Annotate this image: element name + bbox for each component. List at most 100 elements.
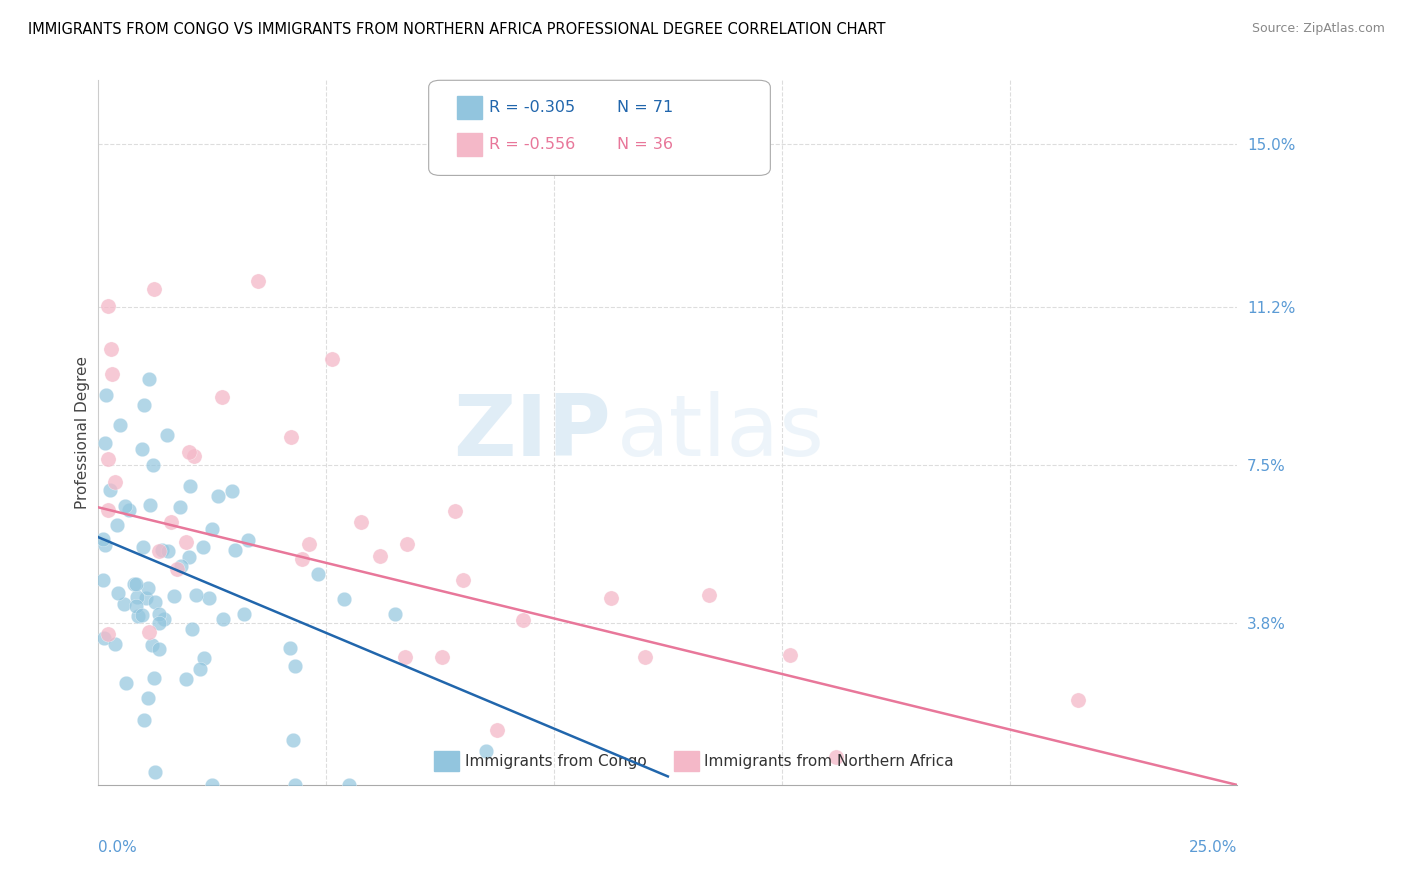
Point <box>444 504 467 518</box>
Point <box>321 351 343 366</box>
Point <box>112 597 135 611</box>
Text: N = 36: N = 36 <box>617 136 672 152</box>
Point <box>103 475 125 489</box>
Point <box>142 671 165 685</box>
Point <box>148 615 170 630</box>
Point <box>697 588 720 602</box>
Point <box>157 543 180 558</box>
Text: atlas: atlas <box>617 391 824 475</box>
Point <box>104 636 127 650</box>
Point <box>179 479 201 493</box>
Point <box>174 672 197 686</box>
Point <box>96 299 118 313</box>
Point <box>152 612 174 626</box>
Point <box>131 607 153 622</box>
Point <box>207 489 229 503</box>
Point <box>145 595 167 609</box>
Point <box>451 573 474 587</box>
Point <box>114 500 136 514</box>
Point <box>107 586 129 600</box>
Point <box>233 607 256 621</box>
Point <box>138 372 160 386</box>
Point <box>93 435 115 450</box>
Point <box>430 649 453 664</box>
Point <box>96 502 118 516</box>
Point <box>184 588 207 602</box>
Point <box>108 417 131 432</box>
Point <box>150 543 173 558</box>
Point <box>163 589 186 603</box>
Point <box>138 625 160 640</box>
Point <box>211 390 233 404</box>
Point <box>135 591 157 605</box>
Point <box>188 662 211 676</box>
Point <box>115 676 138 690</box>
Point <box>125 590 148 604</box>
Bar <box>434 751 460 771</box>
Bar <box>457 133 482 156</box>
Point <box>141 639 163 653</box>
Point <box>122 577 145 591</box>
Point <box>96 452 118 467</box>
Text: Source: ZipAtlas.com: Source: ZipAtlas.com <box>1251 22 1385 36</box>
Point <box>284 659 307 673</box>
Point <box>177 549 200 564</box>
Point <box>180 623 202 637</box>
Point <box>139 498 162 512</box>
FancyBboxPatch shape <box>429 80 770 176</box>
Point <box>132 540 155 554</box>
Point <box>98 483 121 497</box>
Point <box>211 612 233 626</box>
Text: Immigrants from Northern Africa: Immigrants from Northern Africa <box>704 754 953 769</box>
Point <box>193 651 215 665</box>
Bar <box>457 96 482 119</box>
Point <box>174 535 197 549</box>
Point <box>179 445 201 459</box>
Point <box>224 543 246 558</box>
Point <box>221 483 243 498</box>
Point <box>246 274 269 288</box>
Point <box>350 515 373 529</box>
Point <box>281 733 304 747</box>
Point <box>512 613 534 627</box>
Point <box>634 649 657 664</box>
Point <box>280 430 302 444</box>
Point <box>298 537 321 551</box>
Text: 25.0%: 25.0% <box>1189 840 1237 855</box>
Text: N = 71: N = 71 <box>617 100 673 115</box>
Point <box>201 778 224 792</box>
Point <box>131 442 153 456</box>
Point <box>148 642 170 657</box>
Point <box>148 544 170 558</box>
Point <box>105 518 128 533</box>
Point <box>824 749 846 764</box>
Point <box>132 713 155 727</box>
Point <box>198 591 221 605</box>
Point <box>96 387 118 401</box>
Point <box>143 764 166 779</box>
Point <box>307 566 329 581</box>
Point <box>132 398 155 412</box>
Point <box>599 591 621 605</box>
Point <box>191 540 214 554</box>
Point <box>93 631 115 645</box>
Y-axis label: Professional Degree: Professional Degree <box>75 356 90 509</box>
Point <box>91 573 114 587</box>
Point <box>143 283 166 297</box>
Point <box>368 549 391 564</box>
Point <box>201 522 224 536</box>
Point <box>278 641 301 656</box>
Point <box>94 538 117 552</box>
Point <box>125 576 148 591</box>
Point <box>127 608 149 623</box>
Point <box>291 552 314 566</box>
Point <box>384 607 406 621</box>
Point <box>136 690 159 705</box>
Point <box>1067 692 1090 706</box>
Point <box>236 533 259 548</box>
Point <box>337 778 360 792</box>
Text: IMMIGRANTS FROM CONGO VS IMMIGRANTS FROM NORTHERN AFRICA PROFESSIONAL DEGREE COR: IMMIGRANTS FROM CONGO VS IMMIGRANTS FROM… <box>28 22 886 37</box>
Point <box>101 367 124 381</box>
Point <box>183 449 205 463</box>
Text: Immigrants from Congo: Immigrants from Congo <box>465 754 647 769</box>
